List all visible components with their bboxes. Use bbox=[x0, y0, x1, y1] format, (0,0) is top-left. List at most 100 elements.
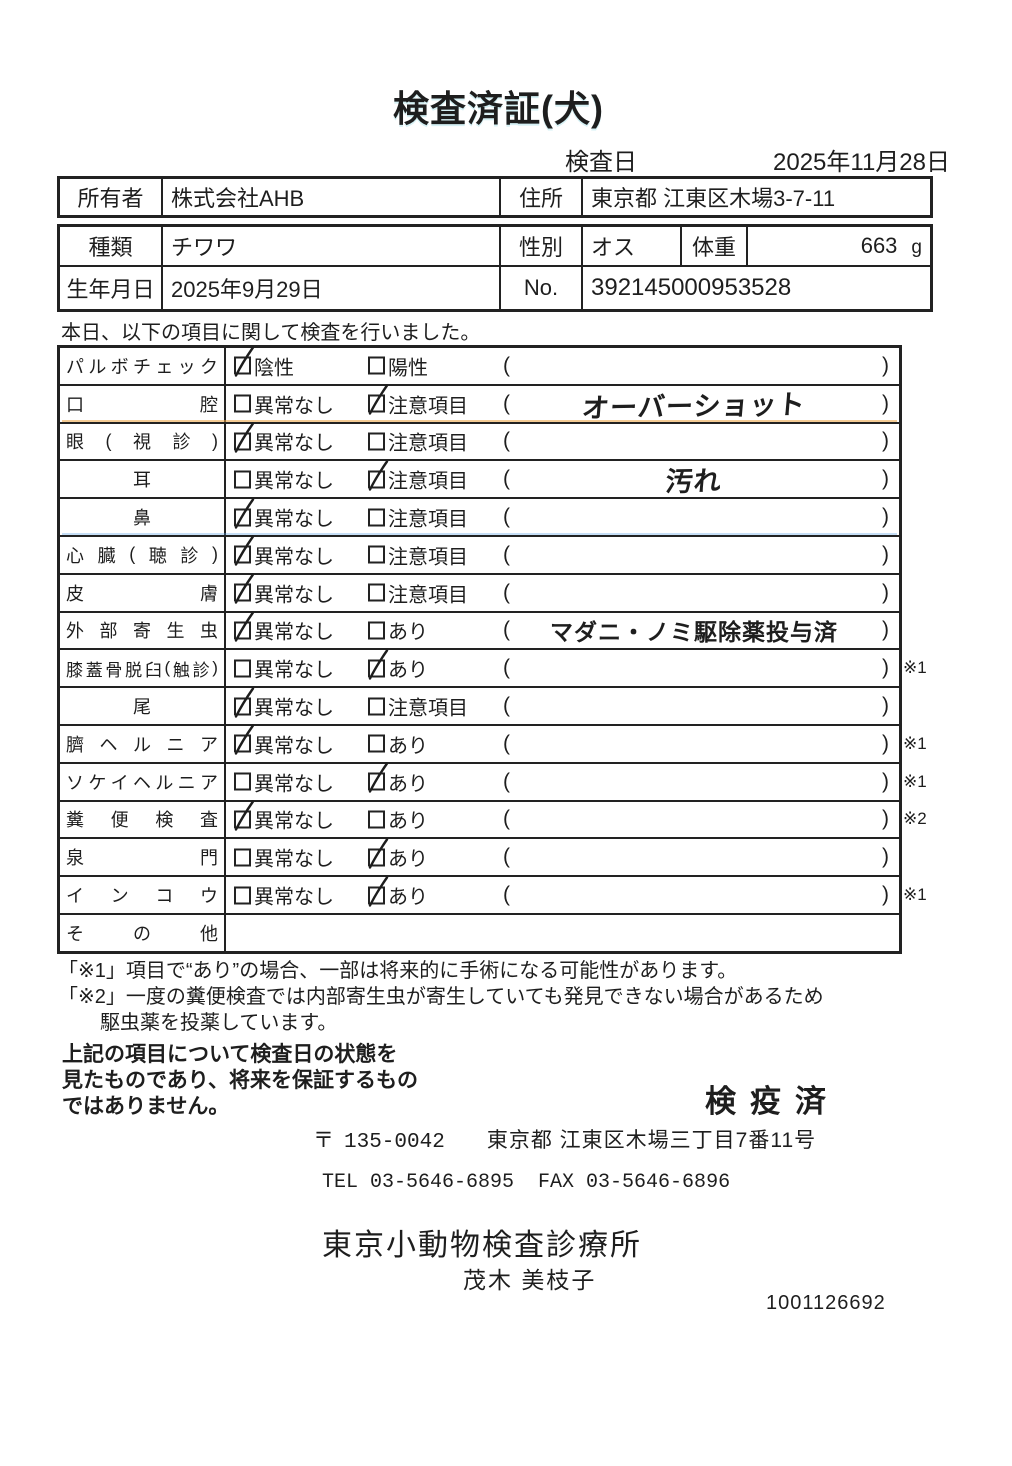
option1-label: 異常なし bbox=[254, 697, 334, 720]
note-close-paren: ) bbox=[882, 656, 889, 680]
note-open-paren: ( bbox=[503, 618, 510, 642]
checklist-item-label: 心臓(聴診) bbox=[60, 536, 226, 573]
check-mark-icon bbox=[234, 724, 255, 756]
option2-checkbox[interactable] bbox=[368, 545, 385, 564]
note-close-paren: ) bbox=[882, 731, 889, 755]
animal-row-1: 種類 チワワ 性別 オス 体重 663 g bbox=[60, 227, 930, 265]
checklist-row-body: 異常なし あり ( ) bbox=[226, 649, 899, 686]
option1-checkbox[interactable] bbox=[234, 848, 251, 867]
address-value: 東京都 江東区木場3-7-11 bbox=[581, 179, 930, 215]
check-mark-icon bbox=[368, 762, 389, 793]
footnote-1: 「※1」項目で“あり”の場合、一部は将来的に手術になる可能性があります。 bbox=[58, 960, 738, 982]
footnote-2-continued: 駆虫薬を投薬しています。 bbox=[100, 1012, 338, 1034]
checklist-item-label: 口腔 bbox=[60, 385, 226, 422]
checklist-item-label: 尾 bbox=[60, 688, 226, 724]
option1-checkbox[interactable] bbox=[234, 573, 255, 604]
option1-checkbox[interactable] bbox=[234, 772, 251, 791]
option2-checkbox[interactable] bbox=[368, 508, 385, 527]
address-label: 住所 bbox=[499, 179, 581, 215]
clinic-postal-line: 〒 135-0042 東京都 江東区木場三丁目7番11号 bbox=[313, 1124, 816, 1154]
checklist-row: 糞便検査 異常なし あり ( ) ※2 bbox=[60, 799, 927, 838]
option2: 注意項目 bbox=[368, 460, 468, 494]
checklist-item-label: 眼(視診) bbox=[60, 423, 226, 460]
animal-row-2: 生年月日 2025年9月29日 No. 392145000953528 bbox=[60, 265, 930, 309]
note-close-paren: ) bbox=[882, 883, 889, 907]
option2-checkbox[interactable] bbox=[368, 762, 389, 793]
option2-checkbox[interactable] bbox=[368, 838, 389, 869]
option1: 異常なし bbox=[234, 767, 334, 796]
option2-label: あり bbox=[388, 886, 428, 909]
postal-code: 135-0042 bbox=[344, 1131, 445, 1154]
option2-label: 注意項目 bbox=[388, 470, 468, 493]
option1-checkbox[interactable] bbox=[234, 800, 255, 831]
option2-checkbox[interactable] bbox=[368, 583, 385, 602]
option2-checkbox[interactable] bbox=[368, 384, 389, 415]
checklist-item-label: 皮膚 bbox=[60, 574, 226, 611]
checklist-row: 泉門 異常なし あり ( ) bbox=[60, 837, 899, 876]
animal-table: 種類 チワワ 性別 オス 体重 663 g 生年月日 2025年9月29日 No… bbox=[57, 224, 933, 312]
check-mark-icon bbox=[234, 573, 255, 604]
option2-checkbox[interactable] bbox=[368, 697, 385, 716]
option2-label: あり bbox=[388, 773, 428, 796]
option2-checkbox[interactable] bbox=[368, 621, 385, 640]
option2: 注意項目 bbox=[368, 384, 468, 418]
checklist-row: その他 bbox=[60, 912, 899, 951]
option2-checkbox[interactable] bbox=[368, 460, 389, 491]
option2: あり bbox=[368, 875, 428, 910]
checklist-row: 皮膚 異常なし 注意項目 ( ) bbox=[60, 572, 899, 611]
checklist-row: ソケイヘルニア 異常なし あり ( ) ※1 bbox=[60, 761, 927, 800]
option2-label: 注意項目 bbox=[388, 546, 468, 569]
option2-checkbox[interactable] bbox=[368, 810, 385, 829]
check-mark-icon bbox=[234, 800, 255, 831]
checklist-item-label: 耳 bbox=[60, 461, 226, 498]
option1: 異常なし bbox=[234, 800, 334, 834]
note-open-paren: ( bbox=[503, 694, 510, 718]
option1-label: 異常なし bbox=[254, 546, 334, 569]
checklist-row: 外部寄生虫 異常なし あり ( マダニ・ノミ駆除薬投与済 ) bbox=[60, 610, 899, 649]
option1-checkbox[interactable] bbox=[234, 470, 251, 489]
option1-checkbox[interactable] bbox=[234, 724, 255, 756]
footnote-2: 「※2」一度の糞便検査では内部寄生虫が寄生していても発見できない場合があるため bbox=[58, 986, 824, 1008]
option2-checkbox[interactable] bbox=[368, 649, 389, 680]
note-text: オーバーショット bbox=[580, 389, 807, 424]
disclaimer-line-1: 上記の項目について検査日の状態を bbox=[62, 1043, 398, 1066]
option1-checkbox[interactable] bbox=[234, 659, 251, 678]
option1-checkbox[interactable] bbox=[234, 611, 255, 642]
option1-checkbox[interactable] bbox=[234, 394, 251, 413]
footnote-ref: ※1 bbox=[903, 771, 927, 791]
disclaimer-line-3: ではありません。 bbox=[62, 1095, 230, 1118]
owner-label: 所有者 bbox=[77, 186, 144, 211]
option1: 異常なし bbox=[234, 422, 334, 456]
note-close-paren: ) bbox=[882, 505, 889, 529]
footnote-ref: ※1 bbox=[903, 733, 927, 753]
option2-checkbox[interactable] bbox=[368, 734, 385, 753]
checklist-row-body: 異常なし あり ( ) bbox=[226, 800, 899, 838]
note-close-paren: ) bbox=[882, 353, 889, 377]
checklist-item-label: パルボチェック bbox=[60, 348, 226, 384]
option2-checkbox[interactable] bbox=[368, 432, 385, 451]
note-close-paren: ) bbox=[882, 391, 889, 415]
option1-label: 異常なし bbox=[254, 584, 334, 607]
weight-value: 663 bbox=[860, 233, 898, 258]
option1-checkbox[interactable] bbox=[234, 497, 255, 529]
inspection-date-value: 2025年11月28日 bbox=[773, 149, 950, 176]
option1-checkbox[interactable] bbox=[234, 422, 255, 453]
option1-checkbox[interactable] bbox=[234, 535, 255, 567]
option2-label: 注意項目 bbox=[388, 432, 468, 455]
option1-checkbox[interactable] bbox=[234, 686, 255, 718]
option2-checkbox[interactable] bbox=[368, 356, 385, 375]
owner-row: 所有者 株式会社AHB 住所 東京都 江東区木場3-7-11 bbox=[60, 179, 930, 215]
option2-checkbox[interactable] bbox=[368, 875, 389, 907]
check-mark-icon bbox=[368, 875, 389, 907]
note-open-paren: ( bbox=[503, 467, 510, 491]
option1-checkbox[interactable] bbox=[234, 886, 251, 905]
tel-fax-line: TEL 03-5646-6895 FAX 03-5646-6896 bbox=[322, 1171, 731, 1194]
footnotes-block: 「※1」項目で“あり”の場合、一部は将来的に手術になる可能性があります。 「※2… bbox=[58, 958, 824, 1036]
weight-unit: g bbox=[911, 237, 922, 258]
registration-no-value: 392145000953528 bbox=[581, 267, 930, 309]
option1-checkbox[interactable] bbox=[234, 346, 255, 378]
note-open-paren: ( bbox=[503, 580, 510, 604]
checklist-item-label: 膝蓋骨脱臼(触診) bbox=[60, 650, 226, 687]
checklist-row-body: 異常なし 注意項目 ( ) bbox=[226, 497, 899, 535]
